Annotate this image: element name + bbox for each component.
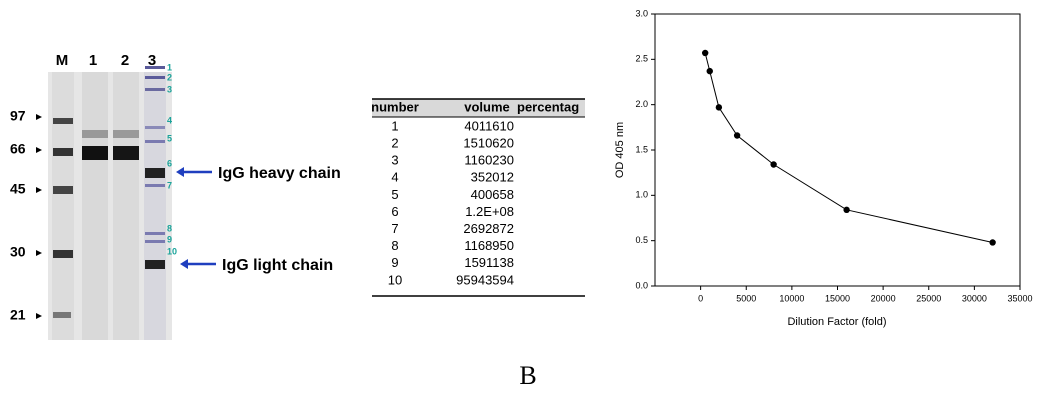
y-tick-label: 0.0	[635, 280, 648, 290]
table-cell: 4	[391, 170, 398, 185]
table-cell: 95943594	[456, 272, 514, 287]
table-cell: 1160230	[464, 153, 514, 168]
table-cell: 2692872	[463, 221, 514, 236]
marker-arrow	[36, 250, 42, 256]
band-number: 7	[167, 180, 172, 190]
table-header: volume	[464, 99, 510, 114]
x-tick-label: 5000	[736, 293, 756, 303]
x-tick-label: 25000	[916, 293, 941, 303]
y-tick-label: 1.0	[635, 190, 648, 200]
band-number: 6	[167, 158, 172, 168]
table-cell: 4011610	[464, 118, 514, 133]
table-header: number	[371, 99, 419, 114]
x-tick-label: 15000	[825, 293, 850, 303]
data-point	[734, 132, 740, 138]
marker-arrow	[36, 147, 42, 153]
data-point	[716, 104, 722, 110]
gel-image	[48, 66, 172, 340]
marker-label: 97	[10, 108, 26, 124]
x-tick-label: 35000	[1007, 293, 1032, 303]
table-cell: 352012	[471, 170, 514, 185]
y-axis-label: OD 405 nm	[614, 122, 626, 178]
marker-label: 45	[10, 181, 26, 197]
y-tick-label: 0.5	[635, 235, 648, 245]
marker-arrow	[36, 114, 42, 120]
marker-label: 21	[10, 307, 26, 323]
table-cell: 1591138	[464, 255, 514, 270]
table-cell: 1.2E+08	[465, 204, 514, 219]
table-cell: 400658	[471, 187, 514, 202]
figure: IgG heavy chain IgG light chain B Diluti…	[0, 0, 1055, 412]
data-point	[770, 161, 776, 167]
table-cell: 5	[391, 187, 398, 202]
table-cell: 1510620	[463, 136, 514, 151]
band-number: 10	[167, 246, 177, 256]
data-point	[989, 239, 995, 245]
table-cell: 1168950	[464, 238, 514, 253]
table-cell: 7	[391, 221, 398, 236]
table-cell: 6	[391, 204, 398, 219]
table-cell: 2	[391, 136, 398, 151]
marker-arrow	[36, 187, 42, 193]
x-axis-label: Dilution Factor (fold)	[787, 316, 886, 328]
y-tick-label: 2.5	[635, 54, 648, 64]
band-number: 5	[167, 133, 172, 143]
arrow-head	[176, 167, 184, 177]
lane-label: 2	[121, 52, 129, 69]
data-point	[707, 68, 713, 74]
table-cell: 9	[391, 255, 398, 270]
data-point	[843, 207, 849, 213]
table-cell: 1	[391, 118, 398, 133]
table-header: percentag	[517, 99, 579, 114]
lane-label: M	[56, 52, 69, 69]
band-number: 9	[167, 234, 172, 244]
band-number: 8	[167, 223, 172, 233]
band-number: 1	[167, 62, 172, 72]
marker-label: 30	[10, 244, 26, 260]
arrow-head	[180, 259, 188, 269]
plot-frame	[655, 14, 1020, 286]
y-tick-label: 3.0	[635, 8, 648, 18]
x-tick-label: 10000	[779, 293, 804, 303]
y-tick-label: 1.5	[635, 144, 648, 154]
table-cell: 10	[388, 272, 402, 287]
marker-label: 66	[10, 141, 26, 157]
table-cell: 3	[391, 153, 398, 168]
annotation: IgG heavy chain	[218, 165, 341, 182]
x-tick-label: 30000	[962, 293, 987, 303]
x-tick-label: 20000	[871, 293, 896, 303]
lane-label: 3	[148, 52, 156, 69]
x-tick-label: 0	[698, 293, 703, 303]
marker-arrow	[36, 313, 42, 319]
data-point	[702, 50, 708, 56]
panel-label: B	[519, 361, 536, 390]
lane-label: 1	[89, 52, 97, 69]
band-number: 2	[167, 72, 172, 82]
annotation: IgG light chain	[222, 257, 333, 274]
band-number: 3	[167, 84, 172, 94]
y-tick-label: 2.0	[635, 99, 648, 109]
band-number: 4	[167, 115, 172, 125]
table-cell: 8	[391, 238, 398, 253]
data-line	[705, 53, 992, 242]
